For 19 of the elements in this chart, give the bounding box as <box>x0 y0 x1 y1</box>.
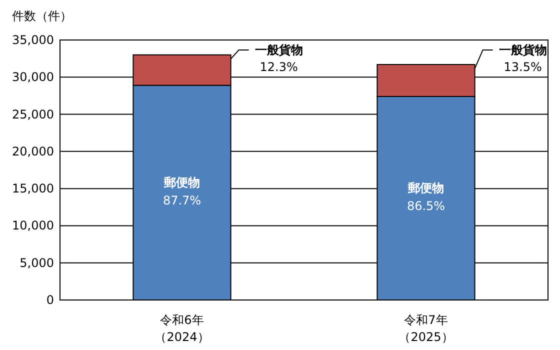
y-tick-label: 35,000 <box>12 33 54 47</box>
y-tick-label: 20,000 <box>12 144 54 158</box>
y-tick-label: 0 <box>46 293 54 307</box>
annotation: 13.5% <box>504 60 542 74</box>
series-label: 郵便物 <box>163 176 200 190</box>
text: 一般貨物 <box>498 43 547 57</box>
annotation: 86.5% <box>406 199 446 214</box>
y-tick-label: 5,000 <box>20 256 54 270</box>
annotation: 12.3% <box>260 60 298 74</box>
y-tick-label: 10,000 <box>12 218 54 233</box>
x-tick-label: 令和7年（2025） <box>398 313 454 344</box>
y-axis-title: 件数（件） <box>12 9 72 23</box>
y-tick-label: 25,000 <box>12 107 54 122</box>
text: 郵便物 <box>408 181 444 196</box>
annotation: 87.7% <box>162 194 202 208</box>
y-tick-label: 15,000 <box>12 182 54 196</box>
x-tick-label: 令和6年（2024） <box>154 313 210 344</box>
legend-label: 一般貨物 <box>254 43 303 57</box>
y-tick-label: 30,000 <box>12 70 54 84</box>
